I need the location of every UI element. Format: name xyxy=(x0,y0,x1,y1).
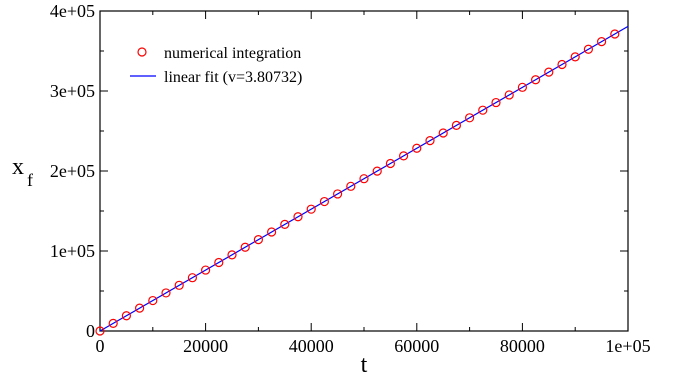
data-point xyxy=(95,326,105,336)
data-point xyxy=(399,151,409,161)
y-tick-label: 0 xyxy=(86,321,95,341)
data-point xyxy=(293,212,303,222)
data-point xyxy=(240,242,250,252)
data-point xyxy=(346,181,356,191)
data-point xyxy=(280,219,290,229)
data-point xyxy=(333,189,343,199)
data-point xyxy=(583,44,594,54)
y-axis-title-subscript: f xyxy=(27,170,33,190)
y-tick-label: 1e+05 xyxy=(50,241,95,261)
data-point xyxy=(425,136,435,146)
plot-frame: 0 20000 40000 60000 80000 1e+05 0 1e+05 2e+05 3e+… xyxy=(50,1,651,356)
data-point xyxy=(306,204,316,214)
data-point xyxy=(465,113,475,123)
y-axis-title: x xyxy=(12,154,24,180)
x-tick-label: 20000 xyxy=(183,336,228,356)
data-point xyxy=(610,29,620,39)
data-point xyxy=(267,227,277,237)
data-point xyxy=(451,120,461,131)
data-point xyxy=(359,174,369,184)
legend-label-numerical: numerical integration xyxy=(164,45,301,62)
data-point xyxy=(253,235,263,245)
legend-label-fit: linear fit (v=3.80732) xyxy=(164,69,302,86)
data-point xyxy=(570,52,580,62)
data-point xyxy=(544,67,554,77)
data-point xyxy=(174,280,184,290)
legend: numerical integration linear fit (v=3.80… xyxy=(130,45,302,86)
data-point xyxy=(491,97,501,108)
y-tick-label: 2e+05 xyxy=(50,161,95,181)
y-tick-label: 3e+05 xyxy=(50,81,95,101)
data-point xyxy=(227,250,237,260)
data-point xyxy=(214,257,224,268)
data-point xyxy=(201,265,211,275)
fit-line xyxy=(99,25,629,332)
data-point xyxy=(530,75,541,85)
data-point xyxy=(478,105,488,115)
data-point xyxy=(412,143,422,153)
x-axis-title: t xyxy=(361,352,368,375)
marker-layer xyxy=(95,29,620,336)
data-point xyxy=(121,311,132,321)
data-point xyxy=(596,37,607,47)
data-point xyxy=(108,318,118,328)
x-tick-label: 60000 xyxy=(394,336,439,356)
data-point xyxy=(385,158,395,169)
y-tick-label: 4e+05 xyxy=(50,1,95,21)
data-point xyxy=(187,273,197,283)
x-tick-label: 0 xyxy=(96,336,105,356)
data-point xyxy=(557,59,567,70)
x-tick-label: 1e+05 xyxy=(605,336,650,356)
data-point xyxy=(319,196,329,207)
data-point xyxy=(161,288,171,298)
data-point xyxy=(372,166,382,176)
x-tick-label: 80000 xyxy=(500,336,545,356)
data-point xyxy=(517,82,528,92)
legend-marker-numerical xyxy=(137,47,147,57)
fit-line-layer xyxy=(99,25,629,332)
data-point xyxy=(504,90,514,100)
data-point xyxy=(135,303,145,313)
data-point xyxy=(438,128,448,138)
data-point xyxy=(148,295,158,306)
x-tick-label: 40000 xyxy=(289,336,334,356)
